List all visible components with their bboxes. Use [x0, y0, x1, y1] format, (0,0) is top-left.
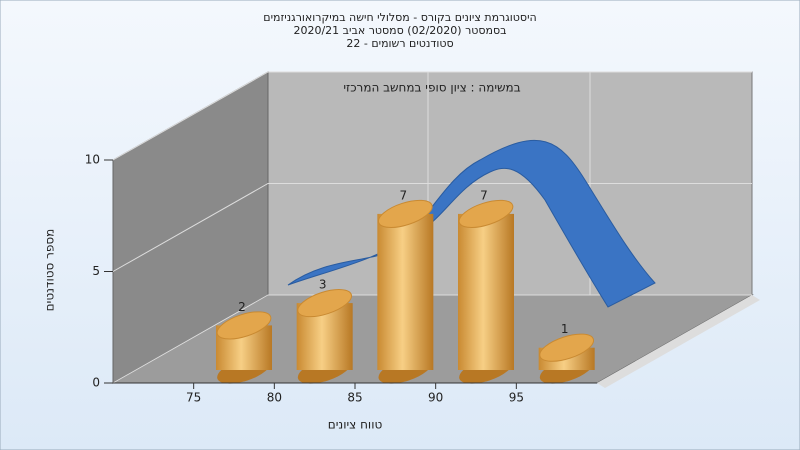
bar	[296, 289, 353, 384]
bar	[458, 199, 514, 384]
bar-body	[377, 213, 434, 370]
annotation: במשימה : ציון סופי במחשב המרכזי	[343, 81, 520, 95]
bar-top	[458, 199, 514, 228]
grid-line	[112, 71, 752, 161]
y-tick-label: 5	[92, 264, 100, 278]
y-tick-label: 0	[92, 376, 100, 390]
data-label: 7	[400, 188, 408, 202]
y-axis-label: מספר סטודנטים	[43, 229, 57, 312]
y-tick-label: 10	[85, 153, 100, 167]
data-label: 2	[238, 300, 246, 314]
bar-top	[539, 333, 595, 362]
title-line: היסטוגרמת ציונים בקורס - מסלולי חישה במי…	[263, 11, 536, 24]
x-tick-label: 85	[347, 391, 362, 405]
grid-line	[112, 183, 752, 272]
floor-edge	[597, 295, 760, 388]
title-line: בסמסטר (02/2020) סמסטר אביב 2020/21	[293, 24, 506, 37]
data-label: 7	[480, 188, 488, 202]
bar	[377, 199, 434, 384]
x-tick-label: 95	[509, 391, 524, 405]
bar-body	[458, 213, 514, 370]
x-tick-label: 90	[428, 391, 443, 405]
bar-top	[377, 199, 433, 228]
grid	[112, 71, 752, 384]
data-label: 3	[319, 278, 327, 292]
title-line: סטודנטים רשומים - 22	[346, 37, 453, 50]
data-label: 1	[561, 322, 569, 336]
grid-line	[112, 294, 752, 384]
bar-top	[216, 311, 272, 340]
bar-top	[297, 289, 353, 318]
x-axis-label: טווח ציונים	[328, 418, 383, 432]
x-tick-label: 75	[186, 391, 201, 405]
bar	[538, 333, 595, 384]
bar	[216, 311, 272, 384]
x-tick-label: 80	[267, 391, 282, 405]
bars	[216, 199, 595, 384]
